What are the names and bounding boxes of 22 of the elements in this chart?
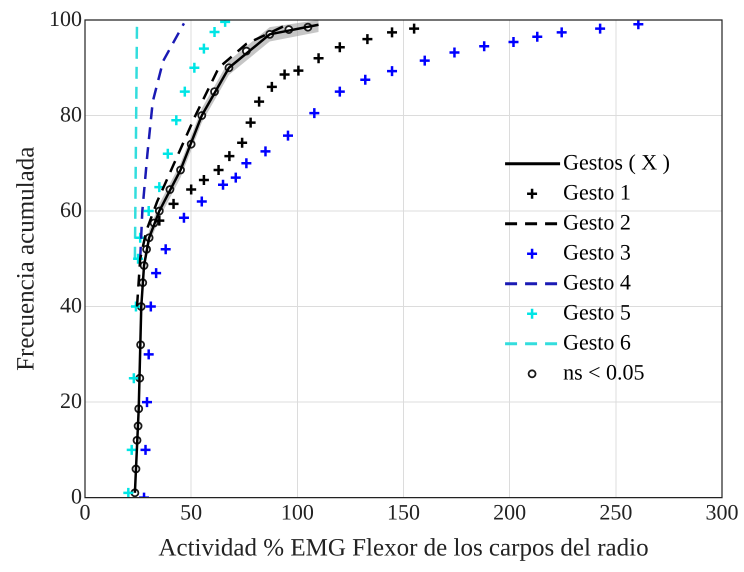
x-tick-label: 150: [387, 500, 420, 525]
x-tick-label: 50: [180, 500, 202, 525]
legend-label: Gesto 6: [563, 330, 631, 355]
y-tick-label: 80: [60, 101, 82, 126]
y-tick-label: 0: [71, 483, 82, 508]
y-tick-label: 40: [60, 292, 82, 318]
legend-label: ns < 0.05: [563, 360, 645, 385]
legend-label: Gesto 5: [563, 300, 631, 325]
x-tick-label: 300: [706, 500, 738, 525]
legend-label: Gestos ( X ): [563, 150, 670, 175]
legend-label: Gesto 4: [563, 270, 631, 295]
x-tick-label: 100: [280, 500, 314, 525]
x-axis-title: Actividad % EMG Flexor de los carpos del radio: [158, 534, 649, 562]
x-tick-label: 250: [599, 500, 632, 525]
y-axis-title: Frecuencia acumulada: [12, 146, 40, 371]
legend-label: Gesto 1: [563, 180, 631, 205]
y-tick-label: 20: [60, 388, 82, 413]
legend-label: Gesto 3: [563, 240, 631, 265]
y-tick-label: 100: [49, 6, 82, 31]
x-tick-label: 200: [493, 500, 526, 525]
legend-label: Gesto 2: [563, 210, 631, 235]
y-tick-label: 60: [60, 196, 82, 222]
